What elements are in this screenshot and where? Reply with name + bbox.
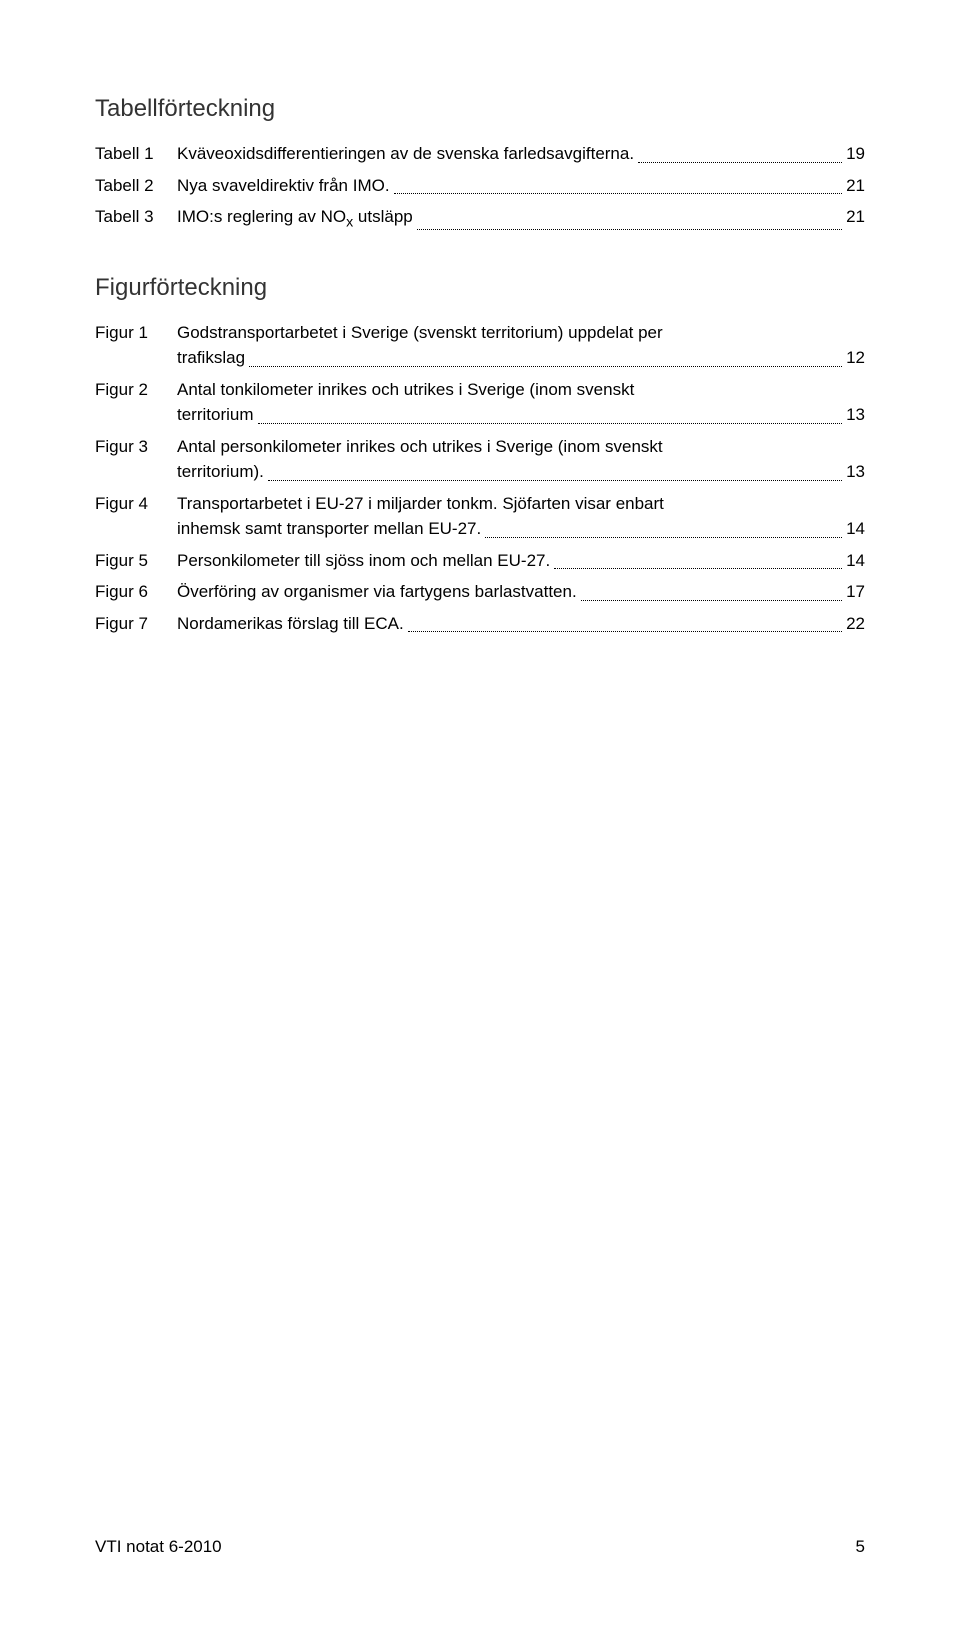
toc-title: Personkilometer till sjöss inom och mell… — [177, 548, 550, 574]
toc-title: Godstransportarbetet i Sverige (svenskt … — [177, 323, 663, 342]
toc-title: inhemsk samt transporter mellan EU-27. — [177, 516, 481, 542]
toc-page: 19 — [846, 141, 865, 167]
toc-page: 13 — [846, 402, 865, 428]
figure-row: Figur 5 Personkilometer till sjöss inom … — [95, 548, 865, 574]
toc-label: Figur 2 — [95, 377, 177, 403]
toc-title: Överföring av organismer via fartygens b… — [177, 579, 577, 605]
table-row: Tabell 1 Kväveoxidsdifferentieringen av … — [95, 141, 865, 167]
toc-label: Tabell 2 — [95, 173, 177, 199]
toc-label: Tabell 3 — [95, 204, 177, 230]
toc-title: trafikslag — [177, 345, 245, 371]
toc-title: IMO:s reglering av NOx utsläpp — [177, 204, 413, 234]
toc-leader — [258, 423, 843, 424]
figure-row: Figur 2 Antal tonkilometer inrikes och u… — [95, 377, 865, 428]
toc-title: Antal tonkilometer inrikes och utrikes i… — [177, 380, 634, 399]
toc-title: territorium). — [177, 459, 264, 485]
toc-leader — [581, 600, 842, 601]
figure-row: Figur 6 Överföring av organismer via far… — [95, 579, 865, 605]
toc-label: Figur 7 — [95, 611, 177, 637]
toc-label: Figur 6 — [95, 579, 177, 605]
toc-page: 21 — [846, 204, 865, 230]
footer-page-number: 5 — [856, 1537, 865, 1557]
toc-leader — [268, 480, 842, 481]
toc-label: Figur 4 — [95, 491, 177, 517]
toc-title: territorium — [177, 402, 254, 428]
figure-row: Figur 3 Antal personkilometer inrikes oc… — [95, 434, 865, 485]
toc-title: Nya svaveldirektiv från IMO. — [177, 173, 390, 199]
toc-leader — [394, 193, 843, 194]
footer-left: VTI notat 6-2010 — [95, 1537, 222, 1557]
toc-leader — [554, 568, 842, 569]
toc-label: Figur 1 — [95, 320, 177, 346]
toc-title: Kväveoxidsdifferentieringen av de svensk… — [177, 141, 634, 167]
toc-page: 12 — [846, 345, 865, 371]
tables-heading: Tabellförteckning — [95, 95, 865, 123]
toc-leader — [249, 366, 842, 367]
toc-label: Tabell 1 — [95, 141, 177, 167]
toc-page: 14 — [846, 516, 865, 542]
toc-leader — [408, 631, 842, 632]
toc-title: Antal personkilometer inrikes och utrike… — [177, 437, 663, 456]
toc-page: 14 — [846, 548, 865, 574]
table-row: Tabell 2 Nya svaveldirektiv från IMO. 21 — [95, 173, 865, 199]
table-row: Tabell 3 IMO:s reglering av NOx utsläpp … — [95, 204, 865, 234]
toc-page: 22 — [846, 611, 865, 637]
toc-page: 21 — [846, 173, 865, 199]
figure-row: Figur 7 Nordamerikas förslag till ECA. 2… — [95, 611, 865, 637]
toc-page: 17 — [846, 579, 865, 605]
toc-leader — [417, 229, 842, 230]
figures-heading: Figurförteckning — [95, 274, 865, 302]
toc-page: 13 — [846, 459, 865, 485]
toc-label: Figur 5 — [95, 548, 177, 574]
toc-title: Nordamerikas förslag till ECA. — [177, 611, 404, 637]
toc-leader — [638, 162, 842, 163]
figure-row: Figur 4 Transportarbetet i EU-27 i milja… — [95, 491, 865, 542]
toc-leader — [485, 537, 842, 538]
toc-title: Transportarbetet i EU-27 i miljarder ton… — [177, 494, 664, 513]
figure-row: Figur 1 Godstransportarbetet i Sverige (… — [95, 320, 865, 371]
toc-label: Figur 3 — [95, 434, 177, 460]
